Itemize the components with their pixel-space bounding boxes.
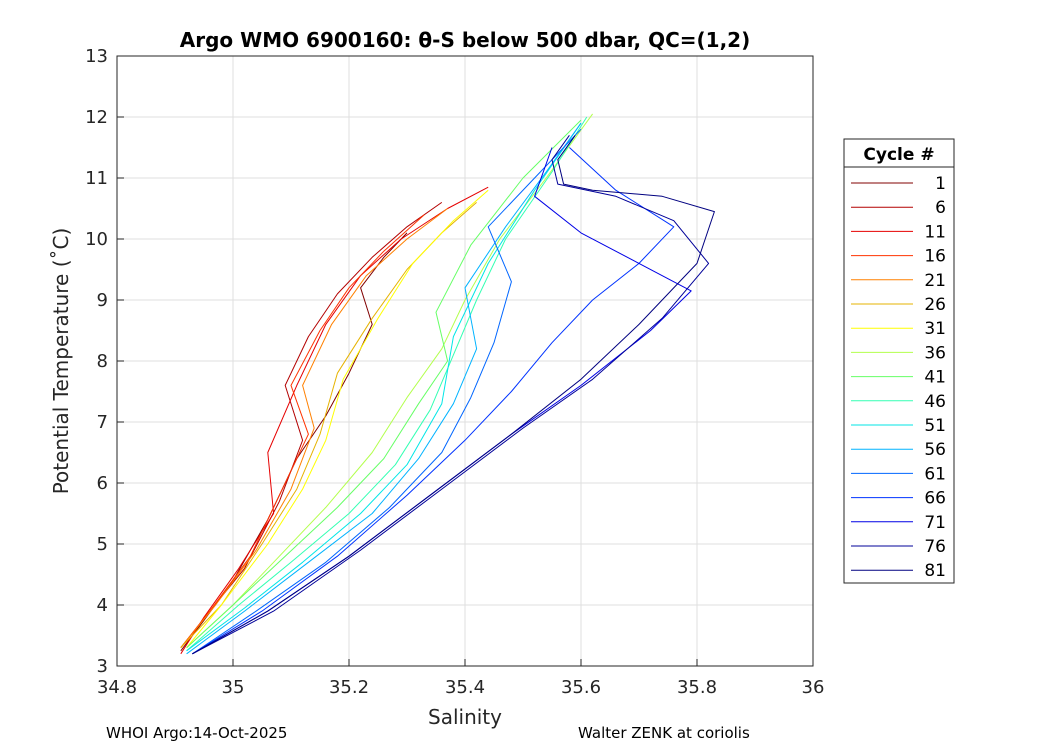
- y-tick-label: 4: [97, 595, 108, 616]
- y-tick-label: 13: [85, 46, 108, 67]
- legend-label: 16: [924, 247, 946, 267]
- x-tick-label: 35.4: [445, 677, 485, 698]
- x-axis-label: Salinity: [428, 705, 502, 729]
- series-line-cycle-56: [186, 122, 582, 655]
- legend-box: [843, 138, 955, 584]
- y-tick-label: 3: [97, 656, 108, 677]
- legend-label: 41: [924, 368, 946, 388]
- y-tick-label: 12: [85, 107, 108, 128]
- series-line-cycle-66: [192, 147, 675, 655]
- y-tick-label: 5: [97, 534, 108, 555]
- legend-label: 26: [924, 295, 946, 315]
- x-tick-label: 35: [222, 677, 245, 698]
- series-line-cycle-21: [180, 208, 448, 649]
- x-tick-label: 35.8: [677, 677, 717, 698]
- series-line-cycle-6: [180, 201, 443, 649]
- legend-label: 36: [924, 343, 946, 363]
- legend-label: 1: [935, 174, 946, 194]
- legend-label: 31: [924, 319, 946, 339]
- series-line-cycle-41: [186, 119, 582, 649]
- legend-label: 46: [924, 392, 946, 412]
- legend-label: 51: [924, 416, 946, 436]
- x-tick-label: 36: [802, 677, 825, 698]
- y-tick-label: 8: [97, 351, 108, 372]
- legend-label: 81: [924, 561, 946, 581]
- series-line-cycle-16: [180, 214, 425, 649]
- series-line-cycle-36: [186, 113, 594, 649]
- series-layer: [180, 113, 715, 655]
- legend-title: Cycle #: [863, 145, 934, 165]
- x-tick-label: 35.2: [329, 677, 369, 698]
- series-line-cycle-46: [186, 116, 588, 652]
- legend-label: 21: [924, 271, 946, 291]
- series-line-cycle-76: [192, 135, 710, 655]
- series-line-cycle-31: [186, 189, 489, 649]
- legend-label: 6: [935, 198, 946, 218]
- y-tick-label: 10: [85, 229, 108, 250]
- legend-label: 71: [924, 513, 946, 533]
- footer-author-credit: Walter ZENK at coriolis: [578, 724, 750, 742]
- x-tick-label: 35.6: [561, 677, 601, 698]
- y-tick-label: 7: [97, 412, 108, 433]
- ticks: 34.8 35 35.2 35.4 35.6 35.8 36 3 4 5 6 7 8 9 10 11 12 13: [85, 46, 824, 698]
- chart-title: Argo WMO 6900160: θ-S below 500 dbar, QC…: [180, 28, 750, 52]
- footer-date-credit: WHOI Argo:14-Oct-2025: [106, 724, 288, 742]
- series-line-cycle-81: [192, 135, 715, 655]
- y-axis-label: Potential Temperature (˚C): [49, 228, 73, 495]
- legend-label: 61: [924, 464, 946, 484]
- legend-label: 11: [924, 222, 946, 242]
- legend-label: 76: [924, 537, 946, 557]
- y-tick-label: 11: [85, 168, 108, 189]
- series-line-cycle-11: [180, 186, 489, 655]
- legend-label: 56: [924, 440, 946, 460]
- y-tick-label: 9: [97, 290, 108, 311]
- y-tick-label: 6: [97, 473, 108, 494]
- series-line-cycle-61: [192, 128, 582, 655]
- x-tick-label: 34.8: [97, 677, 137, 698]
- legend-label: 66: [924, 489, 946, 509]
- series-line-cycle-51: [186, 122, 582, 652]
